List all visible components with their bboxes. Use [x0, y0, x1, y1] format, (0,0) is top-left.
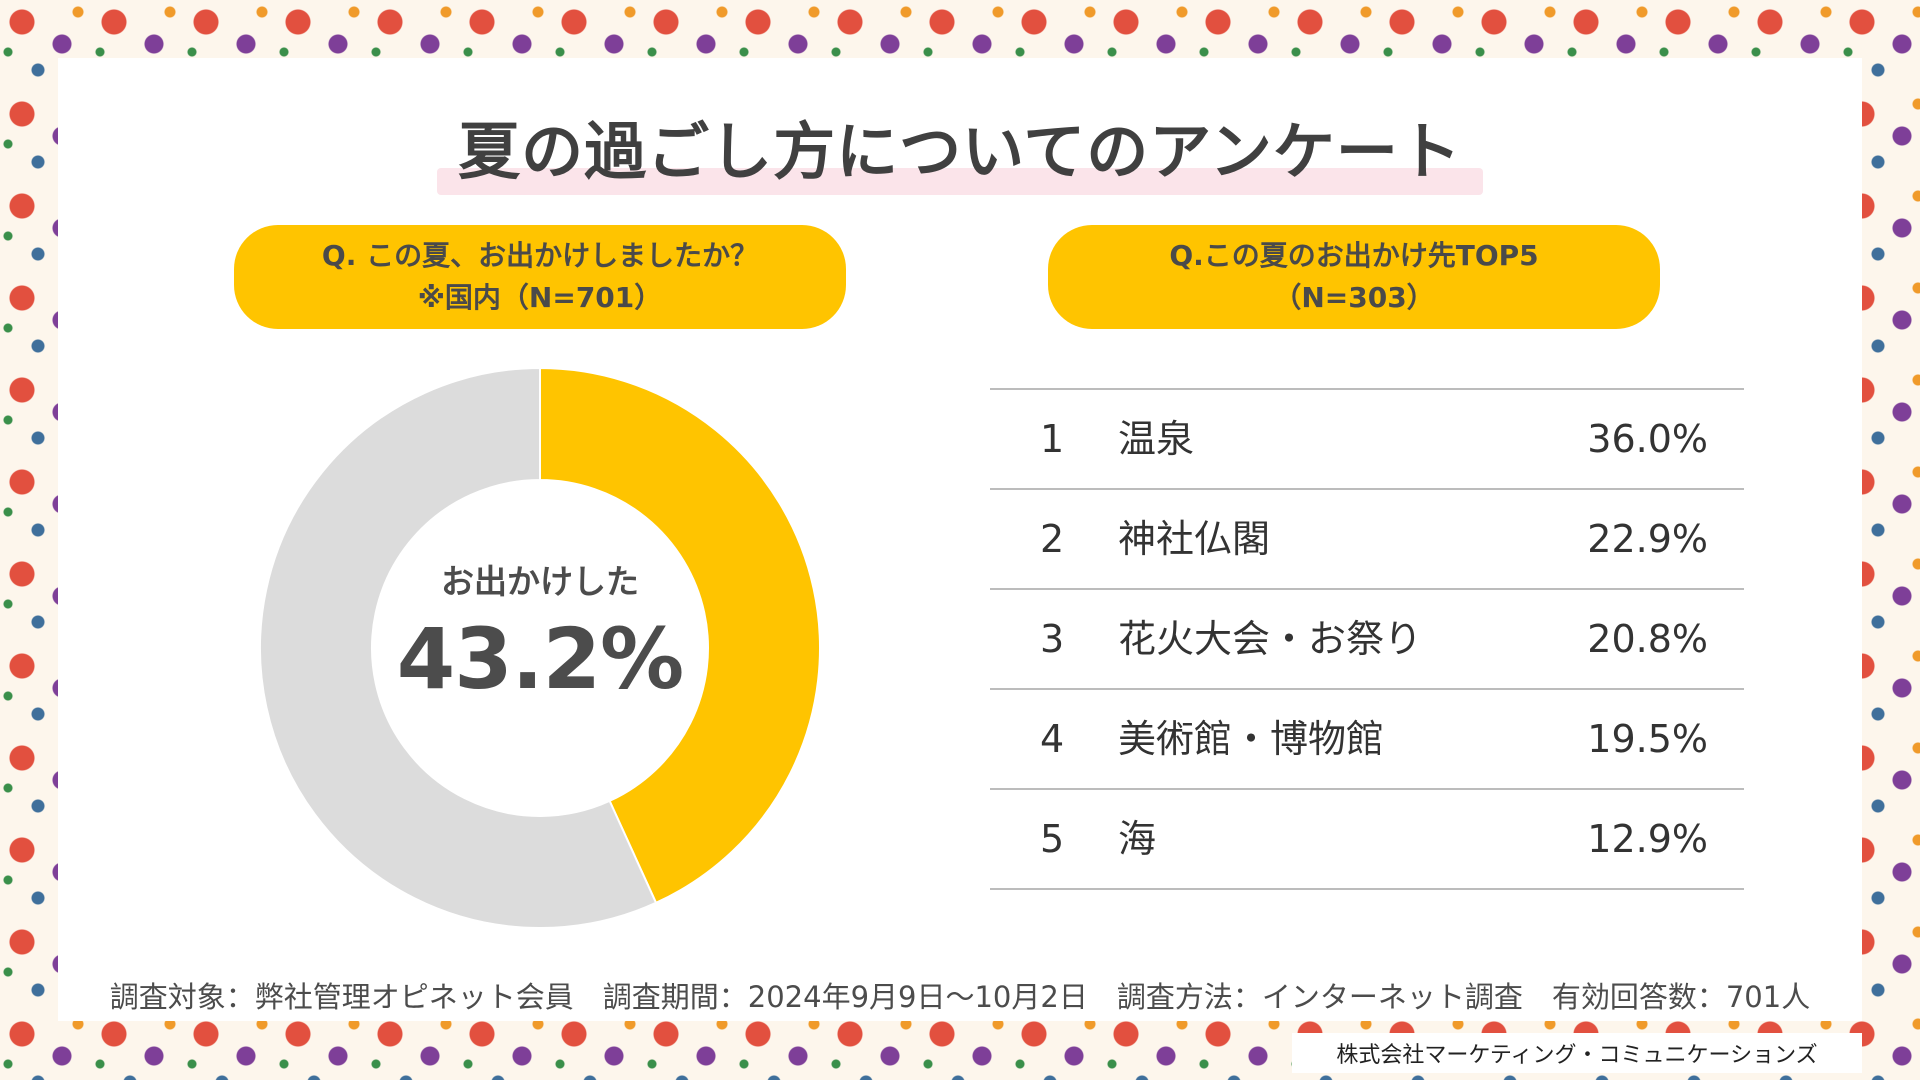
title-underline — [437, 168, 1483, 195]
rank-number: 1 — [1040, 417, 1065, 461]
ranking-row: 5 海 12.9% — [990, 790, 1744, 890]
company-name: 株式会社マーケティング・コミュニケーションズ — [1336, 1043, 1818, 1068]
donut-slice-went-out — [539, 366, 821, 905]
rank-percent: 36.0% — [1587, 417, 1708, 461]
rank-place-name: 温泉 — [1118, 417, 1195, 461]
rank-percent: 20.8% — [1587, 617, 1708, 661]
rank-number: 2 — [1040, 517, 1065, 561]
top5-ranking-table: 1 温泉 36.0% 2 神社仏閣 22.9% 3 花火大会・お祭り 20.8% 4 美術館・博物館… — [990, 388, 1744, 890]
page-title: 夏の過ごし方についてのアンケート — [458, 115, 1462, 188]
rank-percent: 22.9% — [1587, 517, 1708, 561]
survey-footnote: 調査対象：弊社管理オピネット会員 調査期間：2024年9月9日〜10月2日 調査… — [109, 980, 1811, 1014]
rank-place-name: 美術館・博物館 — [1118, 717, 1385, 761]
rank-percent: 12.9% — [1587, 817, 1708, 861]
right-question-line2: （N=303） — [1273, 281, 1435, 314]
ranking-row: 4 美術館・博物館 19.5% — [990, 690, 1744, 790]
rank-number: 5 — [1040, 817, 1065, 861]
rank-place-name: 神社仏閣 — [1118, 517, 1271, 561]
donut-slice-remainder — [259, 366, 658, 929]
rank-place-name: 花火大会・お祭り — [1118, 617, 1423, 661]
rank-number: 4 — [1040, 717, 1065, 761]
rank-percent: 19.5% — [1587, 717, 1708, 761]
right-question-line1: Q.この夏のお出かけ先TOP5 — [1169, 239, 1539, 272]
ranking-row: 3 花火大会・お祭り 20.8% — [990, 590, 1744, 690]
right-question-pill: Q.この夏のお出かけ先TOP5 （N=303） — [1048, 225, 1660, 329]
ranking-row: 2 神社仏閣 22.9% — [990, 490, 1744, 590]
left-question-pill: Q. この夏、お出かけしましたか？ ※国内（N=701） — [234, 225, 846, 329]
donut-center-value: 43.2% — [396, 610, 684, 708]
ranking-row: 1 温泉 36.0% — [990, 390, 1744, 490]
rank-place-name: 海 — [1118, 817, 1157, 861]
rank-number: 3 — [1040, 617, 1065, 661]
donut-center-label: お出かけした — [441, 562, 639, 601]
left-question-line1: Q. この夏、お出かけしましたか？ — [321, 239, 759, 272]
left-question-line2: ※国内（N=701） — [417, 281, 663, 314]
company-credit: 株式会社マーケティング・コミュニケーションズ — [1292, 1033, 1862, 1073]
